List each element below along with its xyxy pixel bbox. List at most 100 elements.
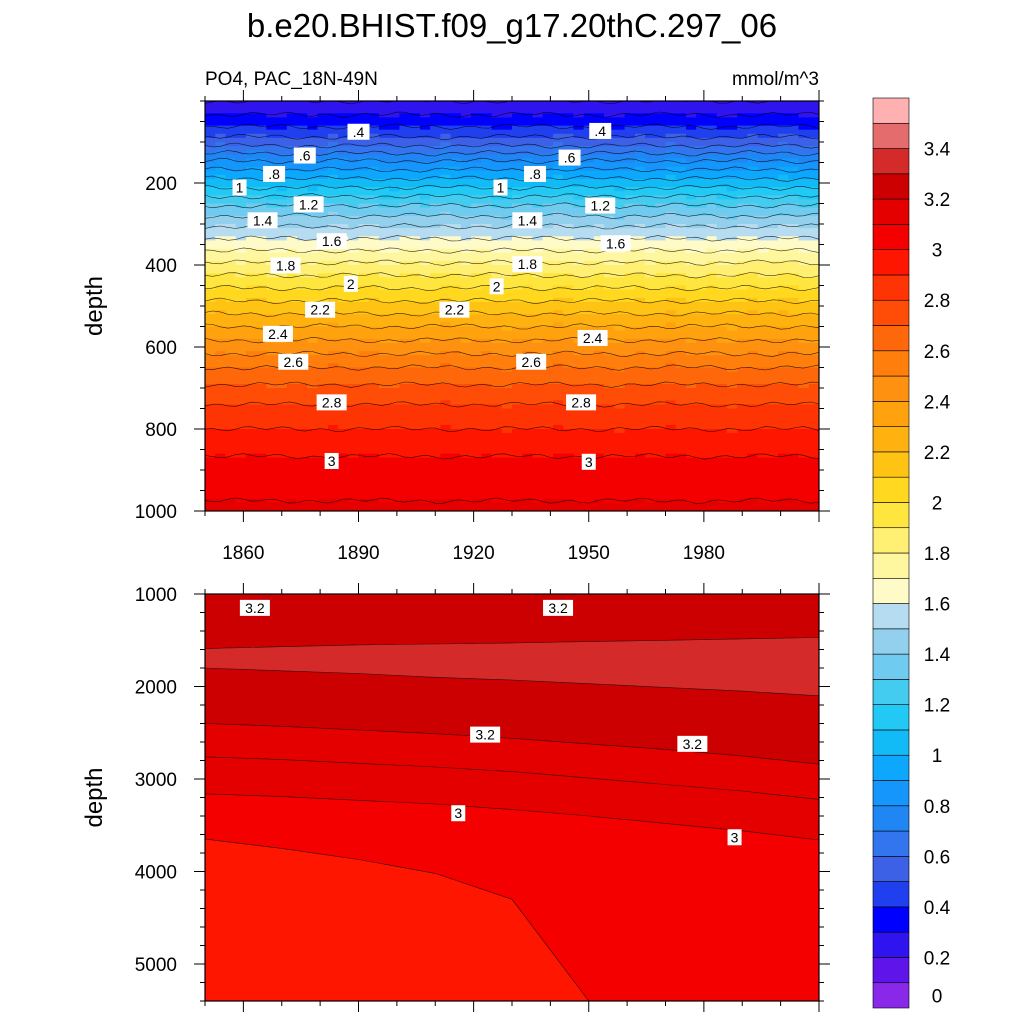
upper-fill-cell xyxy=(665,297,677,303)
upper-fill-cell xyxy=(409,383,421,389)
upper-fill-cell xyxy=(327,342,339,348)
upper-fill-cell xyxy=(205,359,216,364)
upper-fill-cell xyxy=(624,502,636,508)
upper-fill-cell xyxy=(307,162,319,168)
upper-fill-cell xyxy=(245,383,257,389)
upper-fill-cell xyxy=(665,371,677,377)
upper-fill-cell xyxy=(317,154,329,159)
upper-fill-cell xyxy=(614,445,626,451)
upper-fill-cell xyxy=(399,150,411,155)
upper-fill-cell xyxy=(522,494,534,500)
upper-fill-cell xyxy=(378,494,390,500)
upper-fill-cell xyxy=(645,248,656,254)
upper-fill-cell xyxy=(696,224,708,229)
upper-fill-cell xyxy=(481,207,493,213)
upper-fill-cell xyxy=(696,191,708,196)
upper-fill-cell xyxy=(512,310,523,315)
upper-fill-cell xyxy=(409,191,421,196)
upper-fill-cell xyxy=(645,465,656,471)
upper-fill-cell xyxy=(604,486,615,492)
upper-fill-cell xyxy=(522,461,534,467)
upper-fill-cell xyxy=(481,285,493,291)
upper-fill-cell xyxy=(286,178,298,184)
upper-fill-cell xyxy=(297,494,308,500)
upper-fill-cell xyxy=(532,289,544,295)
upper-fill-cell xyxy=(409,101,421,106)
upper-fill-cell xyxy=(409,359,421,364)
upper-fill-cell xyxy=(215,379,227,385)
upper-fill-cell xyxy=(440,248,452,254)
upper-fill-cell xyxy=(532,429,544,434)
upper-fill-cell xyxy=(583,383,595,389)
upper-fill-cell xyxy=(563,490,574,496)
upper-fill-cell xyxy=(471,109,482,114)
upper-fill-cell xyxy=(450,109,462,114)
upper-fill-cell xyxy=(358,199,370,205)
upper-fill-cell xyxy=(522,400,534,405)
upper-fill-cell xyxy=(317,449,329,455)
upper-fill-cell xyxy=(563,174,574,180)
upper-fill-cell xyxy=(491,412,503,418)
upper-fill-cell xyxy=(440,133,452,139)
upper-fill-cell xyxy=(685,150,697,155)
upper-fill-cell xyxy=(245,486,257,492)
upper-fill-cell xyxy=(706,207,718,213)
upper-fill-cell xyxy=(419,474,431,479)
upper-fill-cell xyxy=(624,215,636,221)
upper-fill-cell xyxy=(378,334,390,340)
upper-fill-cell xyxy=(327,441,339,446)
upper-fill-cell xyxy=(471,420,482,426)
upper-fill-cell xyxy=(205,314,216,319)
upper-fill-cell xyxy=(215,506,227,511)
upper-fill-cell xyxy=(593,256,605,262)
upper-fill-cell xyxy=(235,224,247,229)
upper-fill-cell xyxy=(338,199,349,205)
upper-fill-cell xyxy=(225,494,237,500)
upper-fill-cell xyxy=(409,269,421,274)
upper-fill-cell xyxy=(512,174,523,180)
upper-fill-cell xyxy=(205,306,216,311)
upper-fill-cell xyxy=(645,334,656,340)
upper-fill-cell xyxy=(675,158,687,164)
upper-fill-cell xyxy=(624,334,636,340)
upper-fill-cell xyxy=(297,404,308,410)
upper-fill-cell xyxy=(225,486,237,492)
upper-fill-cell xyxy=(286,424,298,430)
upper-fill-cell xyxy=(512,207,523,213)
upper-fill-cell xyxy=(205,445,216,451)
upper-fill-cell xyxy=(317,228,329,233)
upper-fill-cell xyxy=(389,461,401,467)
upper-fill-cell xyxy=(460,461,472,467)
upper-fill-cell xyxy=(593,183,605,188)
upper-fill-cell xyxy=(624,219,636,225)
upper-fill-cell xyxy=(245,408,257,414)
upper-fill-cell xyxy=(491,269,503,274)
upper-fill-cell xyxy=(215,318,227,323)
upper-fill-cell xyxy=(389,396,401,401)
upper-fill-cell xyxy=(378,228,390,233)
upper-fill-cell xyxy=(225,199,237,205)
upper-fill-cell xyxy=(532,498,544,504)
upper-fill-cell xyxy=(593,297,605,303)
upper-fill-cell xyxy=(440,494,452,500)
upper-fill-cell xyxy=(563,142,574,147)
upper-fill-cell xyxy=(348,314,360,319)
upper-fill-cell xyxy=(481,224,493,229)
upper-fill-cell xyxy=(675,474,687,479)
upper-fill-cell xyxy=(317,129,329,135)
upper-fill-cell xyxy=(358,203,370,209)
upper-fill-cell xyxy=(338,150,349,155)
upper-fill-cell xyxy=(593,293,605,299)
upper-fill-cell xyxy=(655,285,667,291)
upper-fill-cell xyxy=(256,174,267,180)
upper-fill-cell xyxy=(225,392,237,397)
upper-fill-cell xyxy=(696,150,708,155)
upper-fill-cell xyxy=(256,465,267,471)
upper-fill-cell xyxy=(624,392,636,397)
upper-fill-cell xyxy=(450,219,462,225)
upper-fill-cell xyxy=(655,166,667,172)
upper-fill-cell xyxy=(389,183,401,188)
upper-fill-cell xyxy=(317,150,329,155)
upper-fill-cell xyxy=(235,478,247,483)
upper-fill-cell xyxy=(675,465,687,471)
